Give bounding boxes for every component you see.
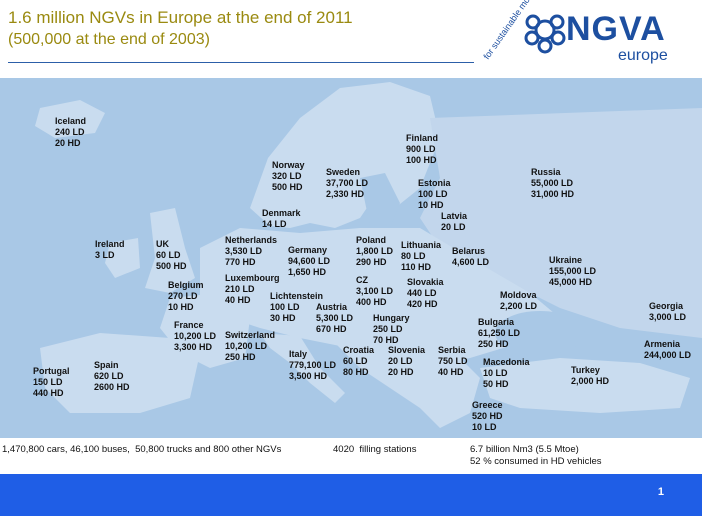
land-east	[420, 108, 702, 338]
country-label-ukraine: Ukraine 155,000 LD 45,000 HD	[549, 255, 597, 287]
country-label-italy: Italy 779,100 LD 3,500 HD	[289, 349, 337, 381]
country-label-france: France 10,200 LD 3,300 HD	[174, 320, 217, 352]
country-label-cz: CZ 3,100 LD 400 HD	[356, 275, 394, 307]
country-label-denmark: Denmark 14 LD	[262, 208, 301, 229]
stats-vehicles: 1,470,800 cars, 46,100 buses, 50,800 tru…	[2, 444, 282, 455]
country-label-finland: Finland 900 LD 100 HD	[406, 133, 438, 165]
baltic-sea	[360, 173, 400, 228]
country-label-lithuania: Lithuania 80 LD 110 HD	[401, 240, 441, 272]
land-iberia	[40, 333, 200, 413]
country-label-russia: Russia 55,000 LD 31,000 HD	[531, 167, 575, 199]
country-label-armenia: Armenia 244,000 LD	[644, 339, 692, 360]
country-label-serbia: Serbia 750 LD 40 HD	[438, 345, 468, 377]
land-france	[160, 293, 250, 368]
country-label-slovenia: Slovenia 20 LD 20 HD	[388, 345, 426, 377]
country-label-spain: Spain 620 LD 2600 HD	[94, 360, 130, 392]
country-label-greece: Greece 520 HD 10 LD	[472, 400, 503, 432]
land-iceland	[35, 100, 105, 138]
stats-gas-line1: 6.7 billion Nm3 (5.5 Mtoe)	[470, 444, 579, 455]
country-label-uk: UK 60 LD 500 HD	[156, 239, 187, 271]
country-label-luxembourg: Luxembourg 210 LD 40 HD	[225, 273, 280, 305]
country-label-sweden: Sweden 37,700 LD 2,330 HD	[326, 167, 369, 199]
logo-word: NGVA	[566, 10, 666, 48]
country-label-georgia: Georgia 3,000 LD	[649, 301, 687, 322]
country-label-turkey: Turkey 2,000 HD	[571, 365, 610, 386]
country-label-croatia: Croatia 60 LD 80 HD	[343, 345, 375, 377]
land-britain	[145, 208, 195, 293]
country-label-germany: Germany 94,600 LD 1,650 HD	[288, 245, 331, 277]
land-ireland	[105, 238, 140, 278]
country-label-belgium: Belgium 270 LD 10 HD	[168, 280, 204, 312]
country-label-macedonia: Macedonia 10 LD 50 HD	[483, 357, 530, 389]
country-label-bulgaria: Bulgaria 61,250 LD 250 HD	[478, 317, 521, 349]
country-label-slovakia: Slovakia 440 LD 420 HD	[407, 277, 444, 309]
land-italy	[260, 333, 345, 403]
country-label-moldova: Moldova 2,200 LD	[500, 290, 538, 311]
page-number: 1	[657, 486, 664, 498]
country-label-iceland: Iceland 240 LD 20 HD	[55, 116, 87, 148]
country-label-norway: Norway 320 LD 500 HD	[272, 160, 305, 192]
europe-map	[0, 78, 702, 438]
country-label-austria: Austria 5,300 LD 670 HD	[316, 302, 354, 334]
stats-gas-line2: 52 % consumed in HD vehicles	[470, 456, 602, 467]
country-label-belarus: Belarus 4,600 LD	[452, 246, 490, 267]
country-label-switzerland: Switzerland 10,200 LD 250 HD	[225, 330, 276, 362]
land-turkey	[480, 358, 690, 413]
country-label-latvia: Latvia 20 LD	[441, 211, 468, 232]
title-divider	[8, 62, 474, 63]
country-label-poland: Poland 1,800 LD 290 HD	[356, 235, 394, 267]
ngva-flower-logo-icon: for sustainable mobility	[481, 0, 566, 61]
country-label-portugal: Portugal 150 LD 440 HD	[33, 366, 70, 398]
slide-title: 1.6 million NGVs in Europe at the end of…	[8, 8, 353, 27]
land-balkans	[330, 338, 480, 428]
country-label-estonia: Estonia 100 LD 10 HD	[418, 178, 451, 210]
logo-subword: europe	[618, 47, 668, 64]
land-central	[200, 228, 560, 368]
country-label-hungary: Hungary 250 LD 70 HD	[373, 313, 410, 345]
slide-subtitle: (500,000 at the end of 2003)	[8, 31, 210, 48]
country-label-netherlands: Netherlands 3,530 LD 770 HD	[225, 235, 278, 267]
black-sea	[495, 311, 585, 355]
footer-bar: 1	[0, 474, 702, 516]
country-label-ireland: Ireland 3 LD	[95, 239, 125, 260]
stats-stations: 4020 filling stations	[333, 444, 417, 455]
logo-arc-text: for sustainable mobility	[481, 0, 542, 61]
country-label-lichtenstein: Lichtenstein 100 LD 30 HD	[270, 291, 324, 323]
